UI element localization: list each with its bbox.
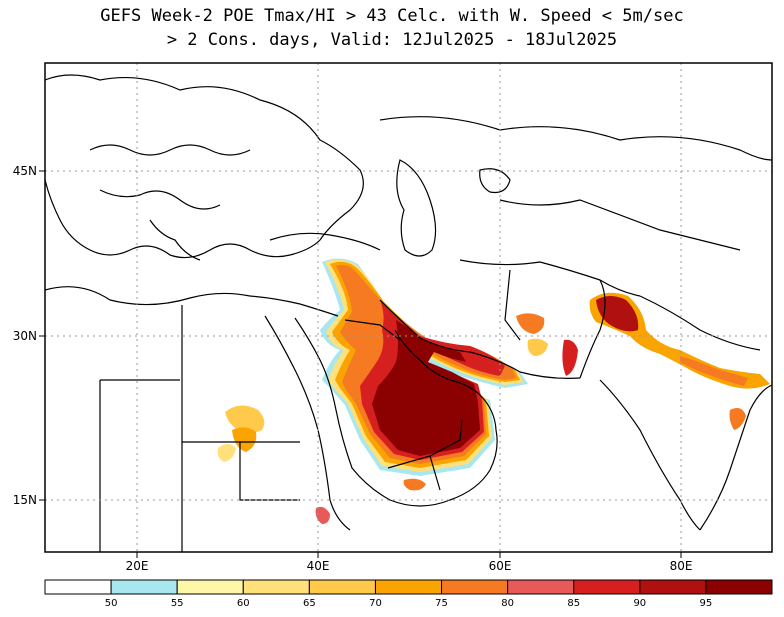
graticule	[45, 63, 772, 552]
x-tick-label: 40E	[307, 559, 330, 573]
colorbar-swatch	[507, 579, 575, 595]
x-tick-label: 60E	[489, 559, 512, 573]
colorbar-label: 55	[171, 598, 184, 609]
map-frame	[44, 62, 773, 553]
colorbar-label: 95	[700, 598, 713, 609]
map-title-line1: GEFS Week-2 POE Tmax/HI > 43 Celc. with …	[100, 6, 684, 26]
map-title-line2: > 2 Cons. days, Valid: 12Jul2025 - 18Jul…	[166, 30, 618, 50]
colorbar-swatch	[242, 579, 310, 595]
country-borders	[45, 74, 772, 552]
y-tick-label: 45N	[13, 164, 37, 178]
colorbar-label: 70	[369, 598, 382, 609]
map-canvas	[45, 63, 772, 552]
colorbar-swatch	[374, 579, 443, 595]
south-asia-shading	[516, 292, 770, 430]
colorbar-label: 85	[567, 598, 580, 609]
colorbar-label: 65	[303, 598, 316, 609]
colorbar-label: 80	[501, 598, 514, 609]
x-tick-label: 80E	[670, 559, 693, 573]
colorbar: 50 55 60 65 70 75 80 85 90 95	[44, 579, 773, 609]
colorbar-label: 75	[435, 598, 448, 609]
tick-marks	[39, 170, 682, 558]
colorbar-swatch	[573, 579, 641, 595]
heat-probability-shading	[320, 258, 528, 476]
colorbar-label: 90	[633, 598, 646, 609]
colorbar-swatch	[110, 579, 178, 595]
colorbar-swatch	[44, 579, 112, 595]
colorbar-label: 50	[105, 598, 118, 609]
africa-shading	[217, 405, 426, 524]
x-tick-label: 20E	[126, 559, 149, 573]
y-tick-label: 30N	[13, 329, 37, 343]
colorbar-swatch	[176, 579, 244, 595]
colorbar-swatch	[639, 579, 707, 595]
y-tick-label: 15N	[13, 493, 37, 507]
colorbar-swatch	[308, 579, 376, 595]
colorbar-swatch	[705, 579, 773, 595]
colorbar-swatch	[441, 579, 509, 595]
colorbar-label: 60	[237, 598, 250, 609]
